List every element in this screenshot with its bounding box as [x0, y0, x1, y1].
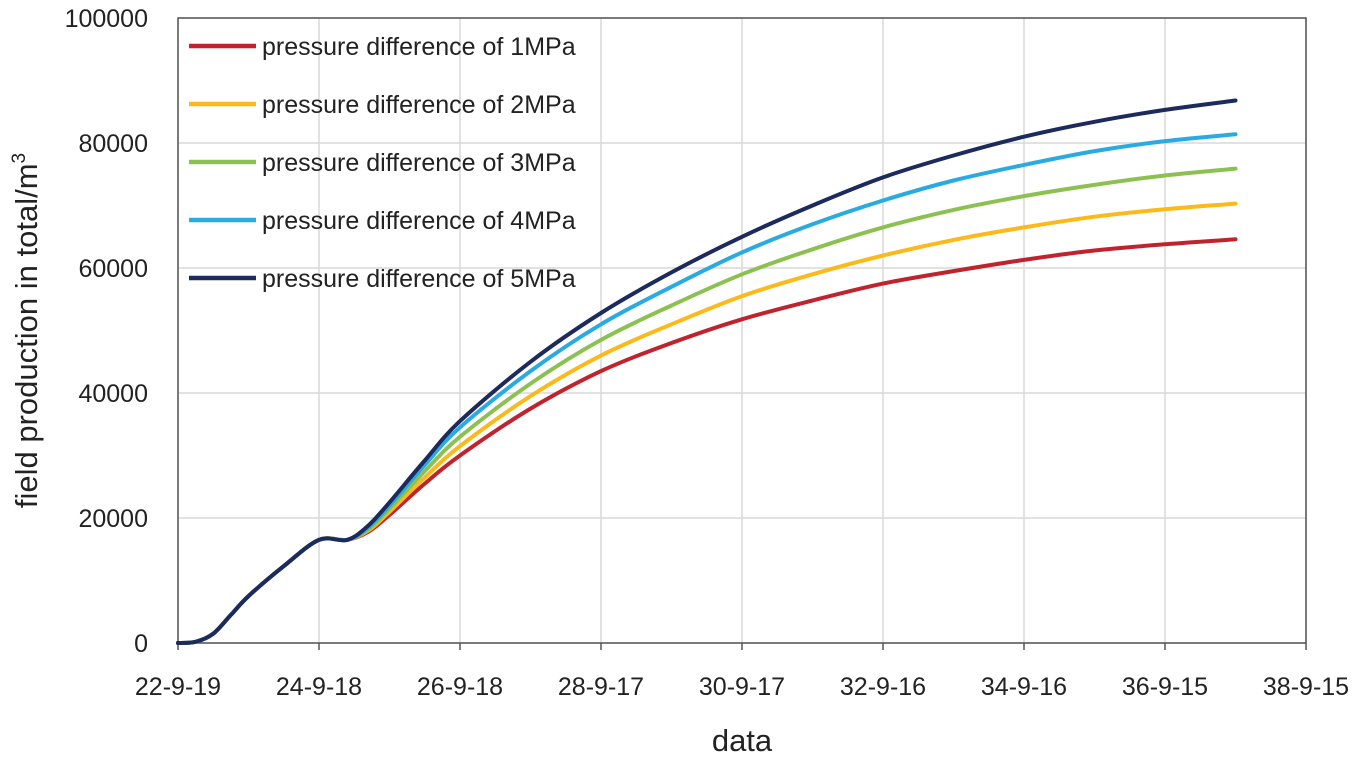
- y-tick-label: 40000: [78, 380, 148, 408]
- x-tick-label: 22-9-19: [135, 673, 221, 701]
- x-axis-title: data: [712, 723, 773, 758]
- y-tick-label: 60000: [78, 255, 148, 283]
- x-tick-label: 32-9-16: [840, 673, 926, 701]
- series-line-5: [176, 98, 1238, 645]
- legend: pressure difference of 1MPa pressure diff…: [189, 33, 576, 293]
- legend-label-1: pressure difference of 1MPa: [262, 33, 576, 61]
- legend-label-3: pressure difference of 3MPa: [262, 149, 576, 177]
- y-tick-label: 100000: [65, 5, 148, 33]
- x-axis-ticks: 22-9-19 24-9-18 26-9-18 28-9-17 30-9-17 32-9-…: [135, 643, 1349, 701]
- x-tick-label: 30-9-17: [699, 673, 785, 701]
- legend-label-2: pressure difference of 2MPa: [262, 91, 576, 119]
- y-tick-label: 0: [134, 630, 148, 658]
- series-line-1: [176, 237, 1238, 645]
- x-tick-label: 36-9-15: [1122, 673, 1208, 701]
- x-tick-label: 24-9-18: [276, 673, 362, 701]
- y-axis-ticks: 0 20000 40000 60000 80000 100000: [65, 5, 148, 658]
- y-axis-title-superscript: 3: [9, 153, 30, 164]
- series-lines: [176, 98, 1238, 645]
- x-tick-label: 38-9-15: [1263, 673, 1349, 701]
- x-tick-label: 34-9-16: [981, 673, 1067, 701]
- x-tick-label: 28-9-17: [558, 673, 644, 701]
- legend-label-4: pressure difference of 4MPa: [262, 207, 576, 235]
- x-tick-label: 26-9-18: [417, 673, 503, 701]
- series-line-3: [176, 166, 1238, 645]
- legend-label-5: pressure difference of 5MPa: [262, 265, 576, 293]
- y-axis-title: field production in total/m3: [9, 153, 44, 508]
- y-tick-label: 80000: [78, 130, 148, 158]
- y-axis-title-text: field production in total/m: [9, 163, 44, 508]
- y-tick-label: 20000: [78, 505, 148, 533]
